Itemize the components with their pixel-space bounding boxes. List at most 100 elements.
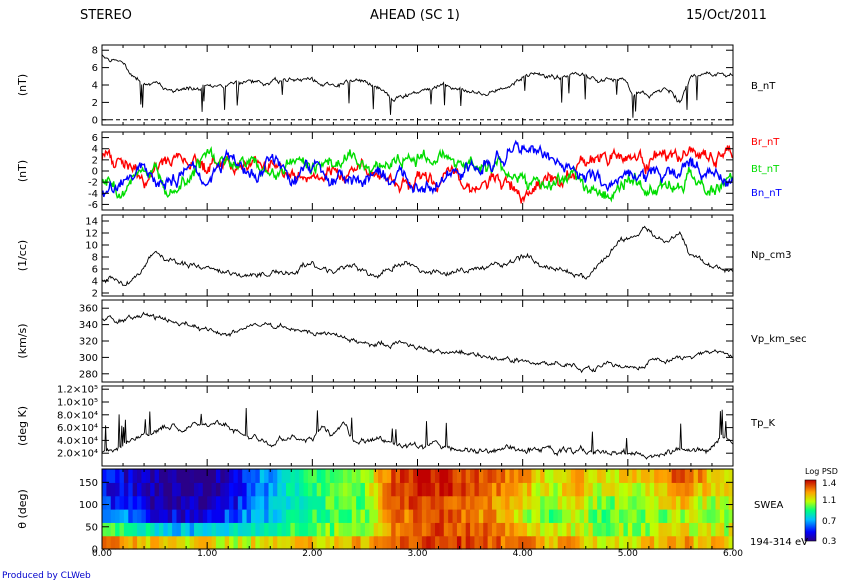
heatmap-cell bbox=[702, 482, 708, 497]
y-tick-label: 14 bbox=[85, 217, 98, 228]
heatmap-cell bbox=[509, 522, 515, 537]
heatmap-cell bbox=[123, 482, 129, 497]
heatmap-cell bbox=[509, 535, 515, 550]
heatmap-cell bbox=[329, 535, 335, 550]
heatmap-cell bbox=[154, 469, 160, 483]
heatmap-cell bbox=[645, 469, 651, 483]
y-tick-label: 1.0×10⁵ bbox=[57, 398, 98, 409]
heatmap-cell bbox=[233, 509, 239, 523]
heatmap-cell bbox=[334, 509, 340, 523]
heatmap-cell bbox=[544, 495, 550, 510]
heatmap-cell bbox=[163, 535, 169, 550]
heatmap-cell bbox=[636, 535, 642, 550]
heatmap-cell bbox=[531, 509, 537, 523]
heatmap-cell bbox=[640, 495, 646, 510]
heatmap-cell bbox=[540, 535, 546, 550]
heatmap-cell bbox=[483, 509, 489, 523]
heatmap-cell bbox=[180, 535, 186, 550]
heatmap-cell bbox=[312, 509, 318, 523]
heatmap-cell bbox=[312, 535, 318, 550]
heatmap-cell bbox=[417, 522, 423, 537]
heatmap-cell bbox=[386, 495, 392, 510]
y-tick-label: 2 bbox=[92, 98, 98, 109]
heatmap-cell bbox=[294, 522, 300, 537]
heatmap-cell bbox=[527, 469, 533, 483]
heatmap-cell bbox=[338, 522, 344, 537]
heatmap-cell bbox=[360, 469, 366, 483]
heatmap-cell bbox=[233, 535, 239, 550]
heatmap-cell bbox=[312, 522, 318, 537]
heatmap-cell bbox=[645, 522, 651, 537]
heatmap-cell bbox=[158, 509, 164, 523]
heatmap-cell bbox=[421, 509, 427, 523]
heatmap-cell bbox=[421, 522, 427, 537]
heatmap-cell bbox=[255, 509, 261, 523]
heatmap-cell bbox=[102, 509, 107, 523]
heatmap-cell bbox=[303, 522, 309, 537]
heatmap-cell bbox=[640, 535, 646, 550]
heatmap-cell bbox=[233, 495, 239, 510]
heatmap-cell bbox=[395, 482, 401, 497]
heatmap-cell bbox=[404, 535, 410, 550]
heatmap-cell bbox=[189, 509, 195, 523]
heatmap-cell bbox=[491, 482, 497, 497]
panel-name-label: Np_cm3 bbox=[751, 250, 791, 261]
heatmap-cell bbox=[386, 522, 392, 537]
heatmap-cell bbox=[373, 469, 379, 483]
heatmap-cell bbox=[680, 469, 686, 483]
heatmap-cell bbox=[115, 469, 121, 483]
heatmap-cell bbox=[697, 509, 703, 523]
heatmap-cell bbox=[408, 482, 414, 497]
heatmap-cell bbox=[391, 469, 397, 483]
heatmap-cell bbox=[294, 535, 300, 550]
heatmap-cell bbox=[592, 509, 598, 523]
heatmap-cell bbox=[141, 509, 147, 523]
heatmap-cell bbox=[676, 482, 682, 497]
heatmap-cell bbox=[487, 535, 493, 550]
heatmap-cell bbox=[697, 535, 703, 550]
heatmap-cell bbox=[137, 495, 143, 510]
heatmap-cell bbox=[570, 509, 576, 523]
heatmap-cell bbox=[360, 482, 366, 497]
heatmap-cell bbox=[439, 469, 445, 483]
heatmap-cell bbox=[246, 509, 252, 523]
heatmap-cell bbox=[706, 509, 712, 523]
heatmap-cell bbox=[413, 482, 419, 497]
heatmap-cell bbox=[268, 509, 274, 523]
y-tick-label: -6 bbox=[88, 200, 98, 211]
heatmap-cell bbox=[303, 469, 309, 483]
heatmap-cell bbox=[312, 495, 318, 510]
heatmap-cell bbox=[584, 522, 589, 537]
y-axis-label: (deg K) bbox=[16, 406, 29, 446]
heatmap-cell bbox=[141, 469, 147, 483]
heatmap-cell bbox=[601, 495, 607, 510]
heatmap-cell bbox=[386, 469, 392, 483]
heatmap-cell bbox=[417, 482, 423, 497]
heatmap-cell bbox=[676, 509, 682, 523]
heatmap-cell bbox=[343, 495, 348, 510]
heatmap-cell bbox=[115, 522, 121, 537]
heatmap-cell bbox=[167, 482, 173, 497]
heatmap-cell bbox=[636, 509, 642, 523]
heatmap-cell bbox=[645, 482, 651, 497]
heatmap-cell bbox=[382, 509, 388, 523]
heatmap-cell bbox=[640, 522, 646, 537]
heatmap-cell bbox=[557, 482, 563, 497]
heatmap-cell bbox=[167, 509, 173, 523]
heatmap-cell bbox=[693, 535, 699, 550]
heatmap-cell bbox=[728, 522, 734, 537]
heatmap-cell bbox=[250, 495, 256, 510]
heatmap-cell bbox=[627, 522, 633, 537]
heatmap-cell bbox=[128, 469, 134, 483]
heatmap-cell bbox=[150, 469, 156, 483]
heatmap-cell bbox=[246, 482, 252, 497]
heatmap-cell bbox=[417, 469, 423, 483]
heatmap-cell bbox=[325, 535, 331, 550]
heatmap-cell bbox=[706, 495, 712, 510]
heatmap-cell bbox=[623, 495, 629, 510]
heatmap-cell bbox=[277, 495, 283, 510]
heatmap-cell bbox=[500, 509, 506, 523]
y-tick-label: 150 bbox=[79, 478, 98, 489]
heatmap-cell bbox=[202, 535, 208, 550]
heatmap-cell bbox=[211, 482, 217, 497]
